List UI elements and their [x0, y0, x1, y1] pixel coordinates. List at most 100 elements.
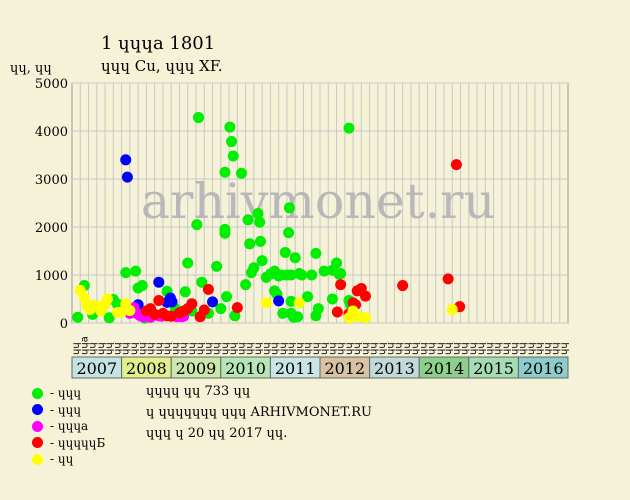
x-tick-label: ɥɥ — [526, 342, 537, 355]
y-tick-label: 4000 — [35, 125, 68, 140]
data-point — [326, 293, 338, 305]
data-point — [397, 280, 409, 292]
footer-info: ɥɥɥɥ ɥɥ 733 ɥɥ ɥ ɥɥɥɥɥɥɥ ɥɥɥ ARHIVMONET.… — [146, 381, 372, 444]
x-tick-label: ɥɥ — [71, 342, 82, 355]
data-point — [335, 268, 347, 280]
year-label: 2013 — [374, 359, 415, 378]
x-tick-label: ɥɥ — [311, 342, 322, 355]
legend: - ɥɥɥ - ɥɥɥ - ɥɥɥа - ɥɥɥɥɥБ - ɥɥ — [32, 385, 105, 468]
year-label: 2014 — [424, 359, 465, 378]
x-tick-label: ɥɥ — [96, 342, 107, 355]
data-point — [227, 150, 239, 162]
legend-label: - ɥɥɥ — [50, 386, 82, 401]
year-label: 2008 — [126, 359, 167, 378]
data-point — [256, 255, 268, 267]
x-tick-label: ɥɥ — [88, 342, 99, 355]
data-point — [335, 279, 347, 291]
data-point — [331, 306, 343, 318]
data-point — [103, 312, 115, 324]
x-tick-label: ɥɥ — [146, 342, 157, 355]
legend-label: - ɥɥɥа — [50, 419, 89, 434]
x-tick-label: ɥɥ — [460, 342, 471, 355]
x-tick-label: ɥɥ — [451, 342, 462, 355]
data-point — [252, 208, 264, 220]
x-tick-label: ɥɥ — [220, 342, 231, 355]
x-tick-label: ɥɥ — [501, 342, 512, 355]
x-tick-label: ɥɥ — [278, 342, 289, 355]
data-point — [124, 305, 136, 317]
x-tick-label: ɥɥ — [418, 342, 429, 355]
x-tick-label: ɥɥ — [319, 342, 330, 355]
footer-line: ɥɥɥ ɥ 20 ɥɥ 2017 ɥɥ. — [146, 426, 288, 441]
x-tick-label: ɥɥ — [336, 342, 347, 355]
legend-dot — [32, 437, 43, 449]
x-tick-label: ɥɥ — [121, 342, 132, 355]
legend-item: - ɥɥɥ — [32, 402, 105, 419]
year-segment — [517, 356, 569, 379]
data-point — [351, 311, 363, 323]
data-point — [359, 312, 371, 324]
x-tick-label: ɥɥ — [112, 342, 123, 355]
x-tick-label: ɥɥ — [410, 342, 421, 355]
data-point — [219, 166, 231, 178]
x-tick-label: ɥɥ — [559, 342, 570, 355]
legend-label: - ɥɥ — [50, 452, 74, 467]
footer-line: ɥ ɥɥɥɥɥɥɥ ɥɥɥ ARHIVMONET.RU — [146, 405, 373, 420]
data-point — [136, 280, 148, 292]
x-tick-label: ɥɥ — [137, 342, 148, 355]
data-point — [120, 267, 132, 279]
y-tick-label: 2000 — [35, 221, 68, 236]
x-tick-label: ɥɥ — [369, 342, 380, 355]
data-point — [244, 238, 256, 250]
x-tick-label: ɥɥ — [443, 342, 454, 355]
x-tick-label: ɥɥ — [203, 342, 214, 355]
x-tick-label: ɥɥ — [286, 342, 297, 355]
data-point — [242, 214, 254, 226]
x-tick-label: ɥɥ — [468, 342, 479, 355]
x-tick-label: ɥɥ — [551, 342, 562, 355]
data-point — [165, 310, 177, 322]
data-point — [240, 279, 252, 291]
data-point — [331, 257, 343, 269]
data-point — [207, 296, 219, 308]
legend-dot — [32, 404, 43, 416]
x-tick-label: ɥɥ — [154, 342, 165, 355]
data-point — [306, 269, 318, 281]
data-point — [289, 252, 301, 264]
y-axis: 0 1000 2000 3000 4000 5000 — [35, 77, 68, 332]
data-point — [202, 283, 214, 295]
x-tick-label: ɥɥ — [534, 342, 545, 355]
data-point — [235, 167, 247, 179]
data-point — [254, 235, 266, 247]
data-point — [130, 265, 142, 277]
x-tick-label: ɥɥ — [360, 342, 371, 355]
x-tick-label: ɥɥ — [195, 342, 206, 355]
data-point — [302, 291, 314, 303]
x-tick-label: ɥɥ — [104, 342, 115, 355]
x-tick-label: ɥɥ — [402, 342, 413, 355]
data-point — [283, 227, 295, 239]
x-tick-label: ɥɥ — [179, 342, 190, 355]
x-tick-label: ɥɥ — [270, 342, 281, 355]
data-point — [318, 265, 330, 277]
x-tick-label: ɥɥ — [212, 342, 223, 355]
data-point — [72, 311, 84, 323]
data-point — [211, 260, 223, 272]
data-point — [277, 307, 289, 319]
year-label: 2012 — [324, 359, 365, 378]
x-tick-label: ɥɥ — [294, 342, 305, 355]
x-tick-label: ɥɥ — [162, 342, 173, 355]
chart-title: 1 ɥɥɥa 1801 — [101, 33, 216, 54]
data-point — [186, 298, 198, 310]
x-tick-label: ɥɥ — [394, 342, 405, 355]
data-point — [196, 276, 208, 288]
x-tick-label: ɥɥ — [253, 342, 264, 355]
data-point — [310, 247, 322, 259]
data-point — [226, 136, 238, 148]
data-point — [182, 257, 194, 269]
x-tick-label: ɥɥ — [484, 342, 495, 355]
data-point — [296, 269, 308, 281]
data-point — [153, 276, 165, 288]
data-point — [343, 122, 355, 134]
